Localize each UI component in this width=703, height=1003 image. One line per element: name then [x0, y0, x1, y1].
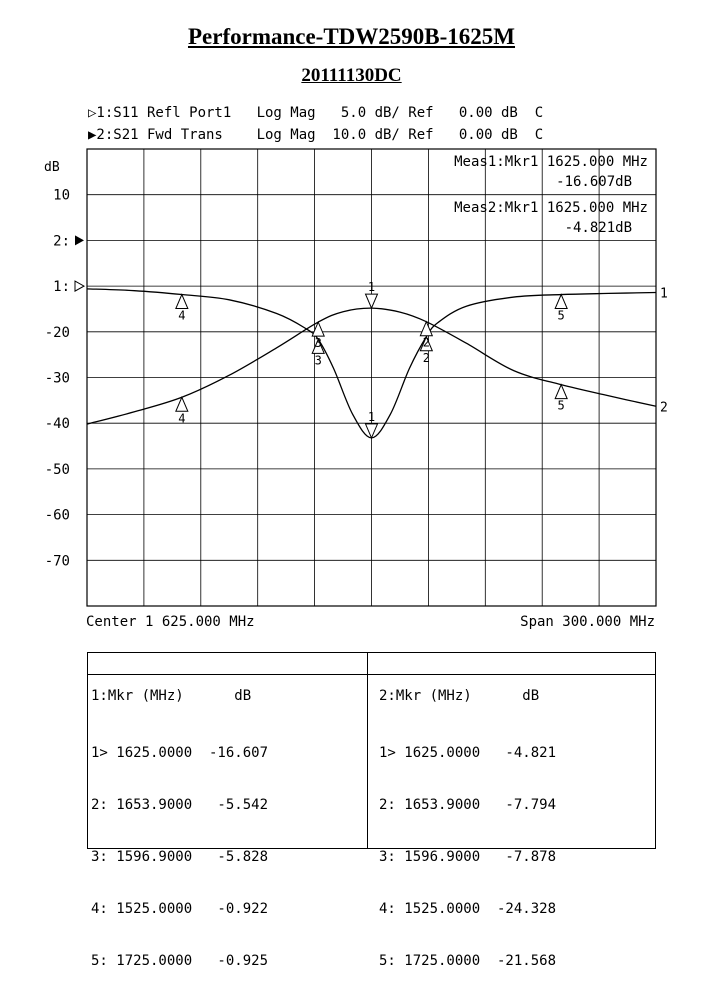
trace1-header: ▷1:S11 Refl Port1 Log Mag 5.0 dB/ Ref 0.…	[88, 105, 544, 121]
marker-triangle-up	[554, 293, 568, 310]
trace2-marker-header: 2:Mkr (MHz) dB	[379, 688, 540, 704]
center-frequency: Center 1 625.000 MHz	[86, 614, 255, 630]
y-tick-label: -70	[45, 553, 70, 569]
meas1-label: Meas1:Mkr1 1625.000 MHz	[454, 154, 648, 170]
trace1-marker-row: 1> 1625.0000 -16.607	[91, 745, 269, 761]
trace2-marker-row: 1> 1625.0000 -4.821	[379, 745, 557, 761]
marker-triangle-up	[419, 320, 434, 337]
trace2-marker-row: 5: 1725.0000 -21.568	[379, 953, 557, 969]
y-tick-label: -40	[45, 416, 70, 432]
marker-label: 5	[558, 399, 565, 413]
trace-1-end-label: 1	[660, 286, 668, 301]
trace1-marker-row: 4: 1525.0000 -0.922	[91, 901, 269, 917]
marker-label: 3	[315, 353, 322, 367]
marker-triangle-down	[364, 293, 379, 310]
y-tick-label: 10	[53, 188, 70, 204]
marker-label: 4	[178, 309, 185, 323]
trace-2-end-label: 2	[660, 400, 668, 415]
marker-label: 5	[558, 309, 565, 323]
marker-triangle-down	[364, 423, 379, 440]
chart-title: Performance-TDW2590B-1625M	[187, 24, 516, 49]
marker-label: 2	[423, 351, 430, 365]
y-tick-label: 1:	[53, 279, 70, 295]
trace2-header: ▶2:S21 Fwd Trans Log Mag 10.0 dB/ Ref 0.…	[88, 127, 544, 143]
y-tick-label: 2:	[53, 233, 70, 249]
table-divider	[367, 653, 368, 848]
chart-svg: dB 10 2: 1: -20 -30 -40 -50 -60 -70 1 2 1 2 3 4 5 1 2 3 4 5	[44, 148, 668, 607]
trace1-marker-column: 1:Mkr (MHz) dB 1> 1625.0000 -16.607 2: 1…	[91, 656, 268, 1003]
meas2-label: Meas2:Mkr1 1625.000 MHz	[454, 200, 648, 216]
trace2-marker-row: 3: 1596.9000 -7.878	[379, 849, 557, 865]
y-tick-label: -20	[45, 325, 70, 341]
trace1-ref-pointer-icon	[74, 280, 86, 292]
y-tick-label: -60	[45, 508, 70, 524]
trace1-marker-header: 1:Mkr (MHz) dB	[91, 688, 252, 704]
y-tick-label: -50	[45, 462, 70, 478]
span-frequency: Span 300.000 MHz	[520, 614, 655, 630]
marker-label: 3	[315, 336, 322, 350]
chart-subtitle: 20111130DC	[301, 65, 402, 86]
marker-triangle-up	[311, 320, 325, 337]
marker-label: 2	[423, 336, 430, 350]
table-header-rule	[88, 674, 655, 675]
trace2-ref-pointer-icon	[75, 235, 84, 246]
trace2-marker-column: 2:Mkr (MHz) dB 1> 1625.0000 -4.821 2: 16…	[379, 656, 556, 1003]
marker-label: 1	[368, 280, 375, 294]
marker-triangle-up	[419, 335, 434, 352]
marker-table: 1:Mkr (MHz) dB 1> 1625.0000 -16.607 2: 1…	[87, 652, 656, 969]
y-axis-label: dB	[44, 160, 60, 175]
meas2-value: -4.821dB	[564, 220, 632, 236]
marker-triangle-up	[554, 383, 568, 400]
trace1-marker-row: 5: 1725.0000 -0.925	[91, 953, 269, 969]
trace1-marker-row: 2: 1653.9000 -5.542	[91, 797, 269, 813]
trace2-marker-row: 4: 1525.0000 -24.328	[379, 901, 557, 917]
trace2-marker-row: 2: 1653.9000 -7.794	[379, 797, 557, 813]
meas1-value: -16.607dB	[556, 174, 632, 190]
y-tick-label: -30	[45, 371, 70, 387]
marker-triangle-up	[175, 293, 189, 310]
trace1-marker-row: 3: 1596.9000 -5.828	[91, 849, 269, 865]
marker-label: 4	[178, 411, 185, 425]
marker-triangle-up	[311, 338, 325, 354]
marker-label: 1	[368, 410, 375, 424]
marker-triangle-up	[175, 396, 189, 412]
